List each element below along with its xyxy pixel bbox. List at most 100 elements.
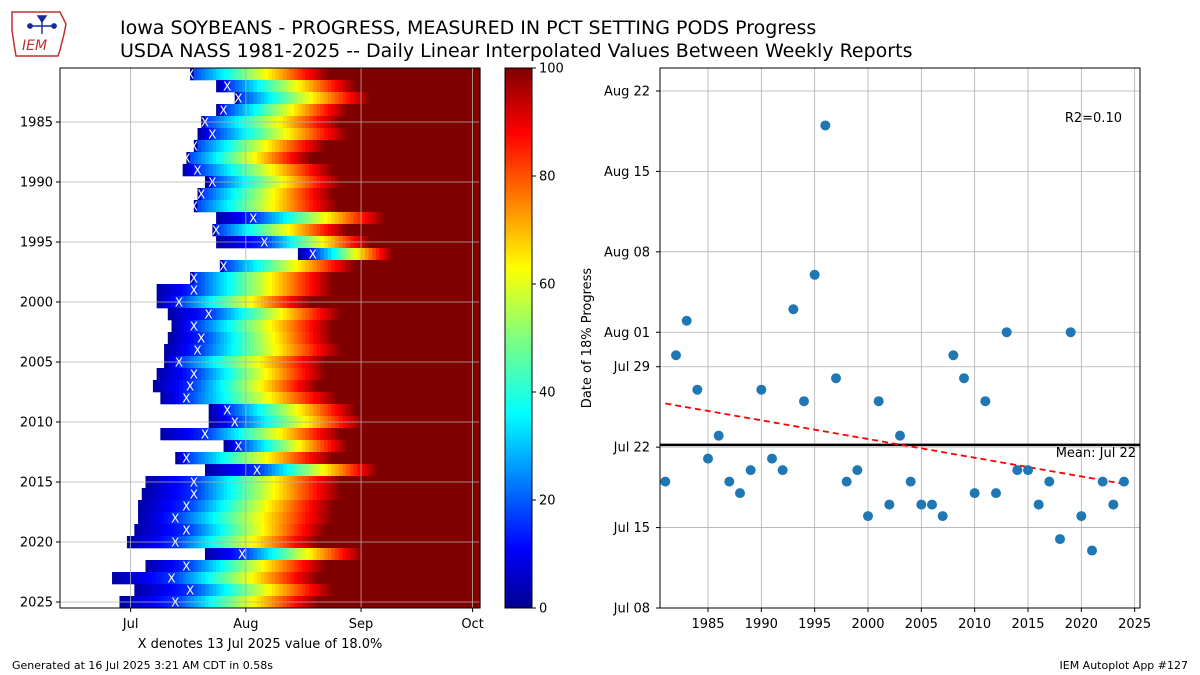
heatmap-cell [387, 200, 392, 213]
heatmap-cell [223, 584, 228, 597]
heatmap-cell [357, 452, 362, 465]
heatmap-cell [201, 572, 206, 585]
heatmap-cell [316, 272, 321, 285]
heatmap-cell [301, 92, 306, 105]
heatmap-cell [253, 560, 258, 573]
heatmap-cell [446, 344, 451, 357]
heatmap-cell [294, 308, 299, 321]
heatmap-cell [283, 428, 288, 441]
heatmap-cell [201, 332, 206, 345]
heatmap-cell [290, 272, 295, 285]
heatmap-cell [152, 560, 158, 573]
heatmap-cell [294, 80, 299, 93]
heatmap-cell [253, 224, 258, 237]
heatmap-cell [401, 332, 407, 345]
heatmap-cell [394, 560, 399, 573]
heatmap-cell [442, 308, 448, 321]
heatmap-cell [279, 488, 284, 501]
heatmap-cell [234, 224, 240, 237]
heatmap-cell [427, 80, 433, 93]
heatmap-cell [279, 224, 284, 237]
heatmap-cell [238, 584, 243, 597]
heatmap-row-2024: X [134, 584, 481, 598]
heatmap-cell [468, 164, 474, 177]
heatmap-cell [342, 368, 347, 381]
heatmap-cell [167, 380, 173, 393]
heatmap-cell [364, 488, 370, 501]
heatmap-cell [368, 584, 373, 597]
heatmap-cell [171, 308, 176, 321]
heatmap-cell [398, 584, 403, 597]
heatmap-cell [372, 224, 377, 237]
heatmap-cell [435, 488, 440, 501]
heatmap-cell [160, 368, 165, 381]
heatmap-cell [387, 584, 392, 597]
heatmap-cell [275, 464, 280, 477]
heatmap-cell [431, 464, 436, 477]
heatmap-cell [461, 80, 466, 93]
scatter-point-2007 [937, 511, 948, 522]
heatmap-cell [312, 380, 318, 393]
heatmap-cell [249, 152, 254, 165]
heatmap-cell [442, 344, 448, 357]
progress-marker-x: X [190, 200, 198, 214]
heatmap-row-1990: X [204, 176, 481, 190]
heatmap-cell [476, 152, 481, 165]
heatmap-cell [416, 440, 422, 453]
heatmap-cell [335, 140, 340, 153]
heatmap-cell [387, 440, 392, 453]
heatmap-cell [383, 152, 388, 165]
heatmap-cell [461, 524, 466, 537]
heatmap-cell [331, 512, 336, 525]
heatmap-cell [216, 272, 221, 285]
heatmap-cell [234, 272, 240, 285]
heatmap-cell [264, 584, 269, 597]
heatmap-cell [427, 488, 433, 501]
heatmap-cell [160, 512, 165, 525]
heatmap-cell [335, 188, 340, 201]
heatmap-cell [227, 128, 232, 141]
heatmap-cell [409, 152, 414, 165]
heatmap-cell [439, 344, 444, 357]
heatmap-cell [216, 332, 221, 345]
heatmap-cell [446, 392, 451, 405]
heatmap-cell [331, 440, 336, 453]
heatmap-cell [260, 128, 266, 141]
heatmap-cell [461, 320, 466, 333]
heatmap-cell [309, 164, 314, 177]
heatmap-cell [301, 560, 306, 573]
heatmap-cell [416, 428, 422, 441]
heatmap-cell [416, 572, 422, 585]
progress-marker-x: X [260, 236, 268, 250]
heatmap-cell [286, 260, 292, 273]
heatmap-cell [234, 164, 240, 177]
heatmap-cell [398, 188, 403, 201]
heatmap-cell [309, 284, 314, 297]
heatmap-cell [260, 464, 266, 477]
heatmap-cell [364, 320, 370, 333]
heatmap-cell [353, 200, 358, 213]
heatmap-cell [294, 524, 299, 537]
heatmap-cell [219, 428, 225, 441]
heatmap-cell [472, 272, 477, 285]
heatmap-cell [476, 524, 481, 537]
heatmap-cell [268, 524, 273, 537]
heatmap-cell [368, 404, 373, 417]
heatmap-cell [223, 344, 228, 357]
heatmap-cell [346, 308, 351, 321]
heatmap-cell [309, 404, 314, 417]
heatmap-cell [301, 440, 306, 453]
heatmap-cell [342, 284, 347, 297]
heatmap-cell [283, 320, 288, 333]
heatmap-tick-label-y: 2025 [20, 596, 53, 611]
heatmap-cell [450, 272, 455, 285]
heatmap-cell [301, 224, 306, 237]
heatmap-cell [212, 224, 217, 237]
heatmap-cell [249, 548, 254, 561]
heatmap-cell [472, 212, 477, 225]
heatmap-cell [327, 548, 332, 561]
heatmap-cell [420, 260, 425, 273]
heatmap-cell [409, 548, 414, 561]
heatmap-cell [297, 572, 303, 585]
heatmap-cell [424, 512, 429, 525]
